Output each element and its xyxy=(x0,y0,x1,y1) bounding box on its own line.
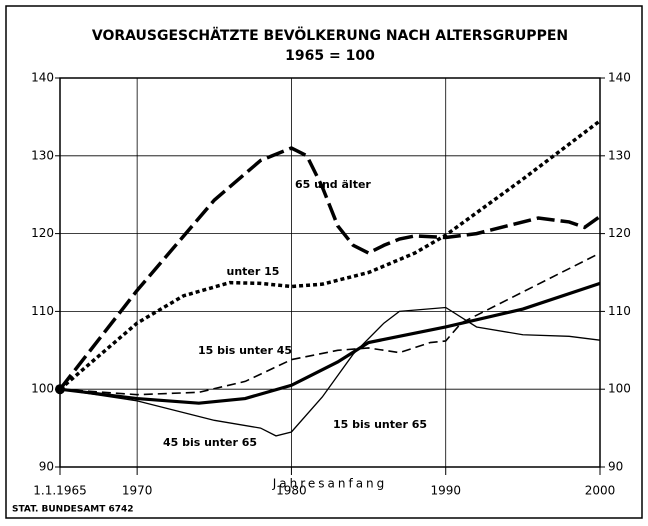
x-tick-label: 1980 xyxy=(276,484,307,498)
y-tick-label: 120 xyxy=(31,226,54,240)
x-axis-label: Jahresanfang xyxy=(272,477,388,491)
frame xyxy=(5,5,643,519)
series-line xyxy=(58,119,602,391)
y2-tick-label: 90 xyxy=(608,460,623,474)
x-tick-label: 1.1.1965 xyxy=(33,484,86,498)
chart-subtitle: 1965 = 100 xyxy=(285,48,375,64)
x-tick-label: 1990 xyxy=(430,484,461,498)
y2-tick-label: 140 xyxy=(608,71,631,85)
source: STAT. BUNDESAMT 6742 xyxy=(12,505,134,515)
y-tick-label: 100 xyxy=(31,382,54,396)
plot-border xyxy=(59,77,601,468)
series-label: 15 bis unter 45 xyxy=(198,344,292,357)
series-label: 15 bis unter 65 xyxy=(333,418,427,431)
y-tick-label: 140 xyxy=(31,71,54,85)
y-tick-label: 130 xyxy=(31,148,54,162)
x-tick-label: 2000 xyxy=(585,484,616,498)
origin-dot xyxy=(55,384,65,395)
x-tick-label: 1970 xyxy=(122,484,153,498)
chart-title: VORAUSGESCHÄTZTE BEVÖLKERUNG NACH ALTERS… xyxy=(92,26,568,44)
y2-tick-label: 120 xyxy=(608,226,631,240)
series-label: unter 15 xyxy=(227,265,280,278)
y2-tick-label: 130 xyxy=(608,148,631,162)
y2-tick-label: 100 xyxy=(608,382,631,396)
series-line xyxy=(59,281,601,405)
y-tick-label: 90 xyxy=(39,460,54,474)
y2-tick-label: 110 xyxy=(608,304,631,318)
series-line xyxy=(58,146,602,391)
series-label: 65 und älter xyxy=(295,178,371,191)
y-tick-label: 110 xyxy=(31,304,54,318)
series-line xyxy=(59,306,601,437)
series-line xyxy=(59,252,601,396)
series-label: 45 bis unter 65 xyxy=(163,436,257,449)
